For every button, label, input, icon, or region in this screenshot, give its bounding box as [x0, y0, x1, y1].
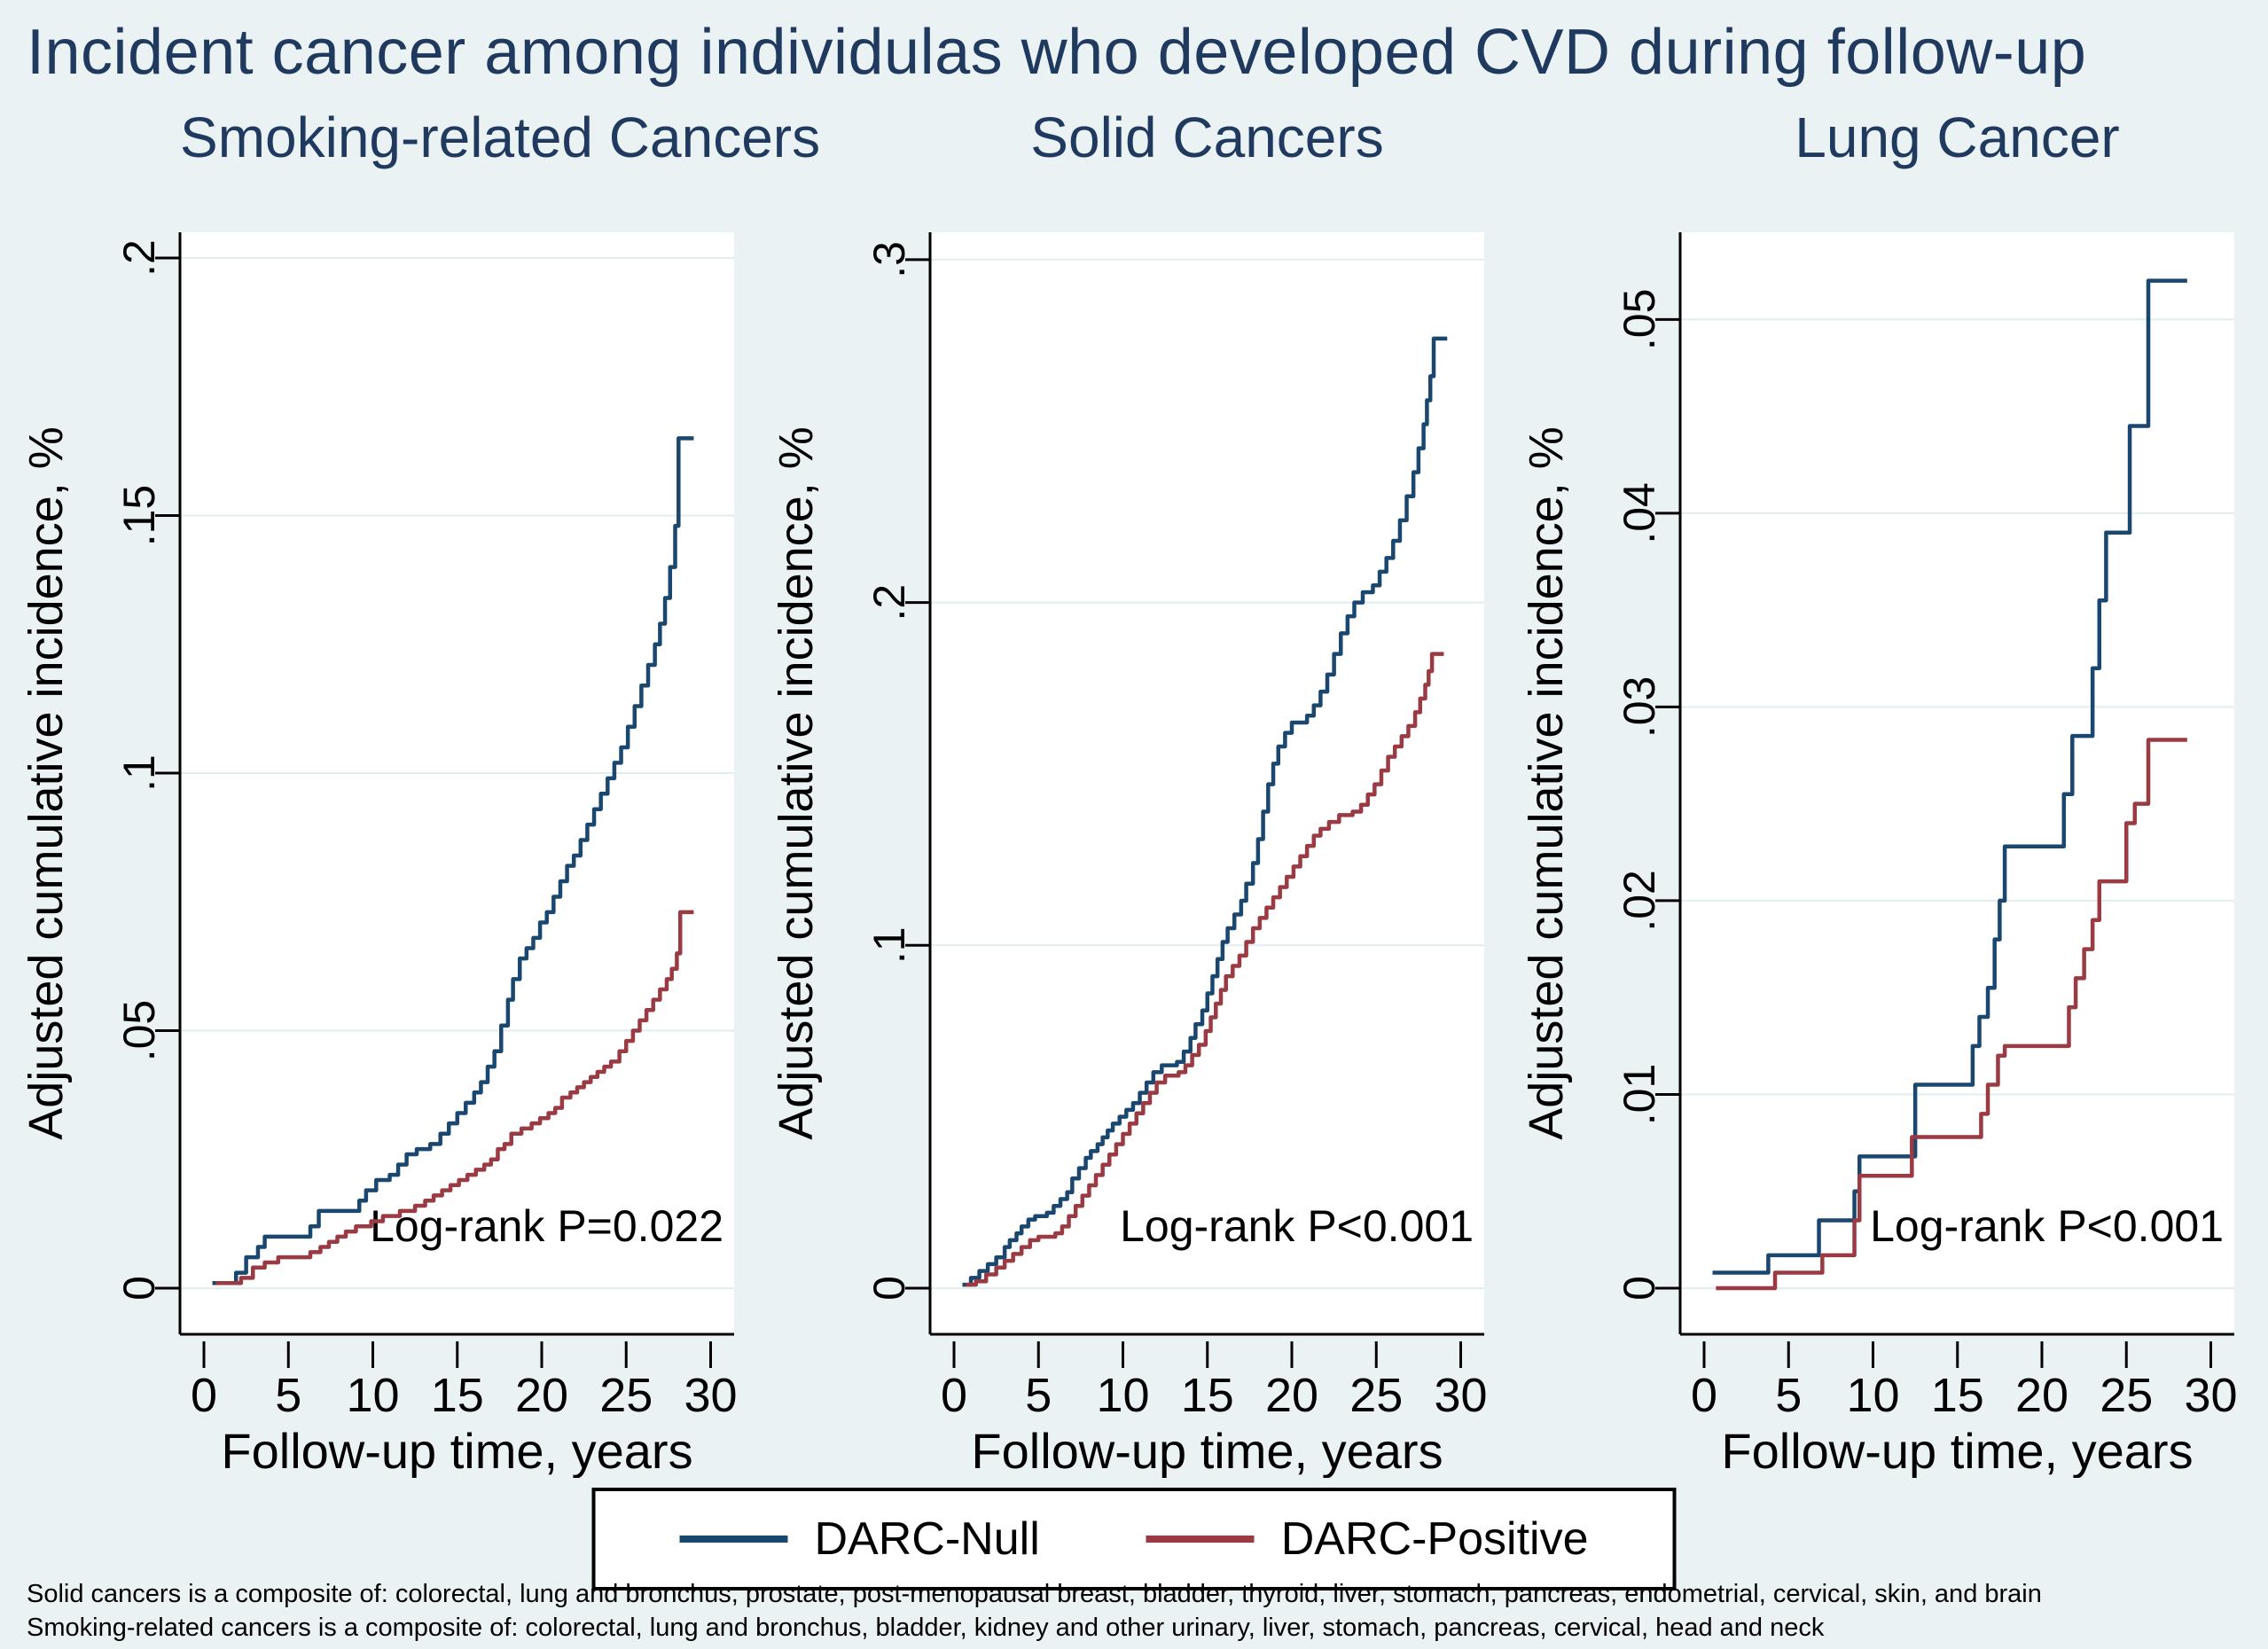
panel-smoking-related-cancers: Smoking-related Cancers 0 .05 .1 .15 .2 0 5 10 1…: [7, 105, 821, 1478]
svg-text:30: 30: [1434, 1369, 1487, 1422]
survival-plot-solid-cancers: 0 .1 .2 .3 0 5 10 15 20 25 30 Adjusted cumulative i…: [770, 232, 1488, 1478]
svg-text:5: 5: [1775, 1369, 1802, 1422]
svg-text:Adjusted cumulative incidence,: Adjusted cumulative incidence, %: [770, 426, 823, 1139]
svg-text:.04: .04: [1615, 482, 1664, 544]
svg-text:.05: .05: [1615, 289, 1664, 351]
svg-text:.2: .2: [864, 584, 914, 621]
svg-text:10: 10: [1846, 1369, 1899, 1422]
svg-text:Adjusted cumulative incidence,: Adjusted cumulative incidence, %: [20, 426, 73, 1139]
footnote-smoking-related-cancers: Smoking-related cancers is a composite o…: [27, 1614, 1825, 1642]
svg-text:0: 0: [1691, 1369, 1717, 1422]
panel-lung-cancer: Lung Cancer 0 .01 .02 .03 .04 .05 0 5 10 15 20 25 30…: [1507, 105, 2257, 1478]
svg-text:15: 15: [1931, 1369, 1984, 1422]
panel-title-lung-cancer: Lung Cancer: [1795, 106, 2120, 169]
panel-title-smoking-related-cancers: Smoking-related Cancers: [180, 106, 821, 169]
svg-text:.3: .3: [864, 241, 914, 278]
survival-plot-lung-cancer: 0 .01 .02 .03 .04 .05 0 5 10 15 20 25 30 Adjusted cum…: [1520, 232, 2238, 1478]
svg-text:.1: .1: [864, 926, 914, 964]
legend-label-darc-null: DARC-Null: [814, 1513, 1040, 1565]
svg-text:.05: .05: [114, 1000, 164, 1062]
panels-row: Smoking-related Cancers 0.05.1.15.2 0 5 10 1…: [7, 105, 2257, 1478]
svg-text:Log-rank P<0.001: Log-rank P<0.001: [1870, 1201, 2224, 1251]
svg-text:5: 5: [275, 1369, 301, 1422]
svg-text:25: 25: [1349, 1369, 1403, 1422]
svg-text:20: 20: [1265, 1369, 1318, 1422]
svg-text:.1: .1: [114, 754, 164, 792]
survival-plot-smoking-related-cancers: 0 .05 .1 .15 .2 0 5 10 15 20 25 30 Adjusted cumulati…: [20, 232, 738, 1478]
svg-text:10: 10: [346, 1369, 399, 1422]
svg-text:.03: .03: [1615, 676, 1664, 739]
svg-text:.02: .02: [1615, 870, 1664, 932]
svg-text:25: 25: [2100, 1369, 2153, 1422]
svg-text:25: 25: [599, 1369, 653, 1422]
svg-text:15: 15: [431, 1369, 484, 1422]
footnotes: Solid cancers is a composite of: colorec…: [27, 1577, 2042, 1645]
svg-text:30: 30: [2184, 1369, 2237, 1422]
svg-text:20: 20: [515, 1369, 568, 1422]
svg-text:Log-rank P<0.001: Log-rank P<0.001: [1120, 1201, 1474, 1251]
svg-text:.2: .2: [114, 239, 164, 277]
panel-solid-cancers: Solid Cancers 0 .1 .2 .3 0 5 10 15 20 25 30 Adjuste…: [757, 105, 1507, 1478]
svg-text:.01: .01: [1615, 1064, 1664, 1126]
svg-text:5: 5: [1025, 1369, 1052, 1422]
svg-text:0: 0: [114, 1276, 164, 1301]
legend-entry-darc-null: DARC-Null: [679, 1512, 1040, 1566]
legend-entry-darc-positive: DARC-Positive: [1146, 1512, 1589, 1566]
svg-text:0: 0: [941, 1369, 967, 1422]
svg-text:Follow-up time, years: Follow-up time, years: [1721, 1423, 2193, 1478]
svg-text:30: 30: [684, 1369, 737, 1422]
panel-title-solid-cancers: Solid Cancers: [1030, 106, 1384, 169]
darc-positive-line-swatch: [1146, 1536, 1255, 1543]
figure-title: Incident cancer among individulas who de…: [27, 17, 2087, 88]
svg-text:20: 20: [2015, 1369, 2069, 1422]
svg-text:0: 0: [1615, 1276, 1664, 1301]
svg-text:15: 15: [1181, 1369, 1234, 1422]
svg-text:Adjusted cumulative incidence,: Adjusted cumulative incidence, %: [1520, 426, 1573, 1139]
darc-null-line-swatch: [679, 1536, 788, 1543]
svg-text:.15: .15: [114, 485, 164, 547]
svg-text:0: 0: [191, 1369, 217, 1422]
legend: DARC-Null DARC-Positive: [591, 1488, 1677, 1590]
footnote-solid-cancers: Solid cancers is a composite of: colorec…: [27, 1580, 2042, 1608]
legend-label-darc-positive: DARC-Positive: [1280, 1513, 1589, 1565]
svg-text:Follow-up time, years: Follow-up time, years: [971, 1423, 1443, 1478]
svg-text:Log-rank P=0.022: Log-rank P=0.022: [370, 1201, 723, 1251]
svg-text:Follow-up time, years: Follow-up time, years: [221, 1423, 692, 1478]
svg-text:10: 10: [1096, 1369, 1149, 1422]
svg-text:0: 0: [864, 1276, 914, 1301]
